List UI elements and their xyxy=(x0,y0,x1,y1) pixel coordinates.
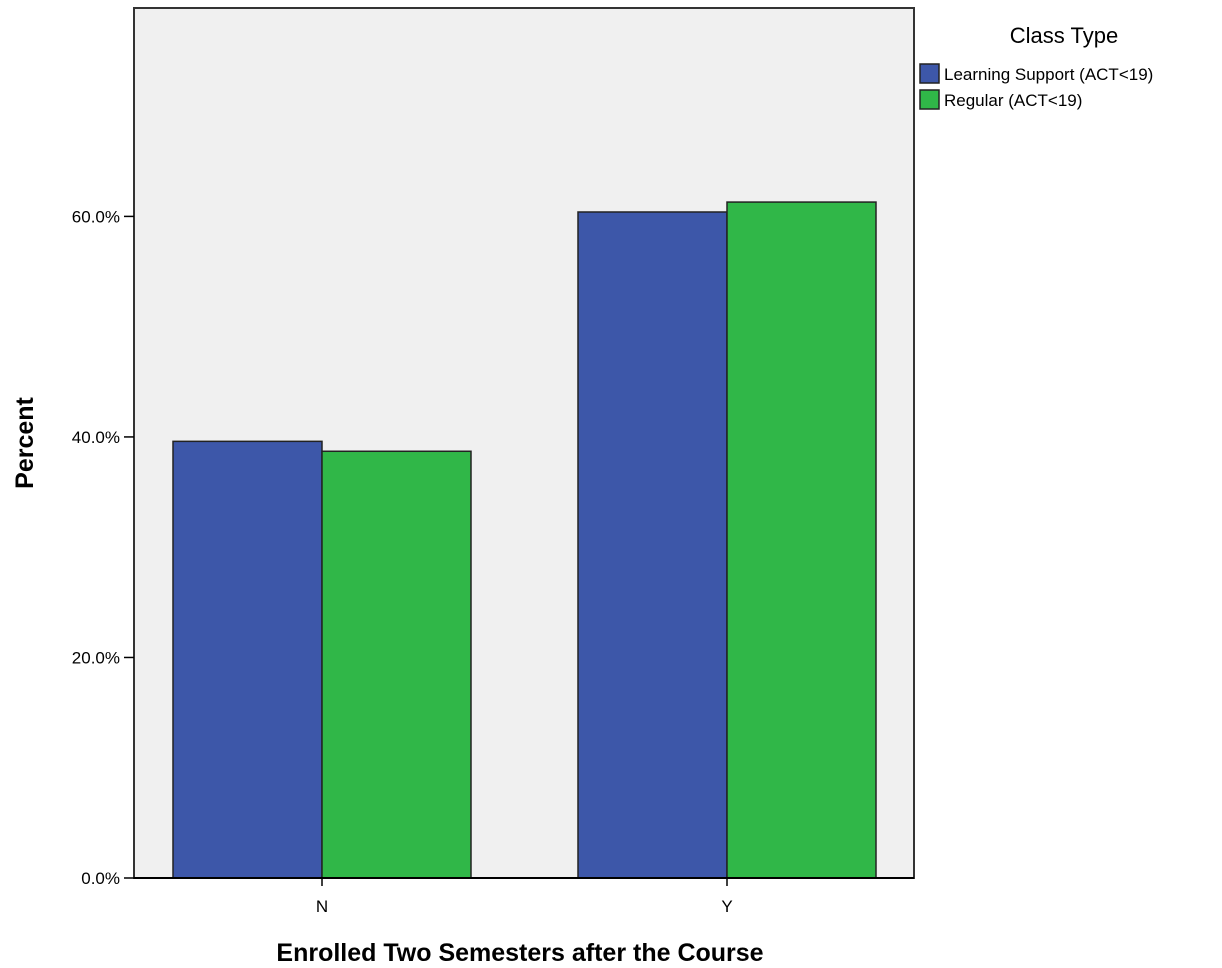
y-tick-label: 60.0% xyxy=(72,207,120,226)
y-tick-label: 40.0% xyxy=(72,428,120,447)
legend-label: Learning Support (ACT<19) xyxy=(944,65,1153,84)
x-tick-label: N xyxy=(316,897,328,916)
bar-n-learning-support xyxy=(172,440,323,879)
y-tick-label: 20.0% xyxy=(72,648,120,667)
legend-label: Regular (ACT<19) xyxy=(944,91,1082,110)
x-tick-label: Y xyxy=(721,897,732,916)
bar-y-learning-support xyxy=(577,211,728,879)
bar-n-regular xyxy=(321,450,472,879)
legend-swatch xyxy=(919,89,940,110)
legend-items: Learning Support (ACT<19) Regular (ACT<19… xyxy=(919,63,1153,110)
legend: Class Type Learning Support (ACT<19) Regu… xyxy=(919,23,1153,110)
x-axis-title: Enrolled Two Semesters after the Course xyxy=(276,939,763,967)
y-axis-ticks: 0.0% 20.0% 40.0% 60.0% xyxy=(72,207,134,888)
bars xyxy=(172,201,877,879)
bar-y-regular xyxy=(726,201,877,879)
legend-swatch xyxy=(919,63,940,84)
y-axis-title: Percent xyxy=(11,396,39,488)
legend-title: Class Type xyxy=(1010,23,1118,48)
y-tick-label: 0.0% xyxy=(81,869,120,888)
